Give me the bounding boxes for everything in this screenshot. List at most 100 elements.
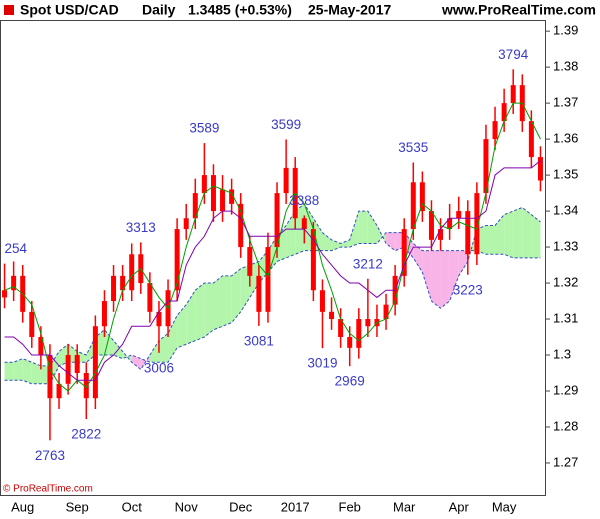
annotation: 2969	[335, 374, 365, 389]
cloud-segment	[413, 243, 423, 273]
x-tick-label: Dec	[229, 499, 253, 514]
chart-title: Spot USD/CAD	[20, 2, 119, 18]
cloud-segment	[495, 214, 505, 255]
cloud-segment	[322, 232, 332, 251]
annotation: 3535	[398, 140, 428, 155]
annotation: 3223	[453, 282, 483, 297]
y-tick-label: 1.36	[553, 131, 578, 146]
indicator-line	[4, 102, 541, 392]
candle-body	[356, 319, 362, 348]
logo	[4, 5, 14, 15]
candle-body	[65, 355, 71, 384]
cloud-segment	[358, 211, 368, 244]
annotation: 3589	[189, 121, 219, 136]
cloud-segment	[331, 239, 341, 251]
cloud-segment	[158, 333, 169, 363]
candle-body	[528, 121, 534, 158]
y-tick-label: 1.33	[553, 239, 578, 254]
x-tick-label: Feb	[339, 499, 361, 514]
candle-body	[238, 203, 244, 248]
cloud-segment	[485, 225, 496, 255]
date: 25-May-2017	[308, 2, 391, 18]
candle-body	[38, 337, 44, 356]
y-tick-label: 1.35	[553, 167, 578, 182]
candle-body	[129, 254, 135, 291]
cloud-segment	[513, 207, 523, 258]
candle-body	[347, 337, 353, 348]
cloud-segment	[431, 250, 441, 309]
cloud-edge	[4, 203, 541, 371]
candle-body	[301, 218, 307, 230]
candle-body	[365, 319, 371, 327]
candle-body	[428, 211, 434, 240]
candle-body	[210, 175, 216, 212]
cloud-segment	[4, 362, 14, 381]
x-tick-label: Sep	[66, 499, 89, 514]
cloud-segment	[367, 211, 377, 244]
candle-body	[156, 311, 162, 327]
y-tick-label: 1.3	[553, 346, 571, 361]
candle-body	[492, 121, 498, 140]
annotation: 3212	[353, 256, 383, 271]
cloud-segment	[349, 211, 359, 248]
candle-body	[2, 290, 8, 298]
annotation: 254	[5, 241, 28, 256]
cloud-segment	[22, 358, 32, 384]
y-tick-label: 1.34	[553, 203, 578, 218]
x-tick-label: Nov	[175, 499, 199, 514]
candle-body	[183, 218, 189, 230]
x-tick-label: 2017	[281, 499, 310, 514]
cloud-segment	[458, 250, 468, 276]
candle-body	[174, 229, 180, 291]
candle-body	[483, 139, 489, 194]
x-tick-label: Mar	[393, 499, 416, 514]
cloud-segment	[149, 340, 159, 363]
cloud-segment	[422, 250, 432, 302]
candle-body	[501, 103, 507, 122]
candle-body	[410, 182, 416, 230]
candle-body	[265, 247, 271, 312]
cloud-segment	[104, 329, 114, 356]
candle-body	[147, 283, 153, 312]
y-tick-label: 1.31	[553, 310, 578, 325]
cloud-segment	[131, 355, 141, 370]
candle-body	[537, 157, 543, 181]
y-tick-label: 1.32	[553, 274, 578, 289]
candle-body	[101, 301, 107, 327]
period: Daily	[142, 2, 176, 18]
annotation: 3019	[307, 356, 337, 371]
x-tick-label: Oct	[122, 499, 143, 514]
cloud-segment	[231, 268, 241, 323]
candle-body	[456, 211, 462, 219]
candle-body	[192, 193, 198, 219]
candle-body	[29, 311, 35, 338]
candle-body	[319, 290, 325, 312]
cloud-segment	[204, 283, 214, 338]
candle-body	[438, 229, 444, 240]
y-tick-label: 1.38	[553, 59, 578, 74]
candle-body	[274, 193, 280, 248]
y-tick-label: 1.37	[553, 95, 578, 110]
candle-body	[338, 319, 344, 338]
candle-body	[419, 182, 425, 212]
candle-body	[201, 175, 207, 194]
candle-body	[310, 229, 316, 291]
source: www.ProRealTime.com	[441, 2, 596, 18]
candle-body	[83, 373, 89, 399]
candle-body	[74, 355, 80, 374]
x-tick-label: Apr	[449, 499, 470, 514]
candle-body	[220, 189, 226, 212]
cloud-edge	[4, 232, 541, 385]
y-tick-label: 1.27	[553, 454, 578, 469]
cloud-segment	[177, 304, 187, 348]
cloud-segment	[440, 250, 450, 309]
annotation: 3794	[498, 47, 529, 62]
candle-body	[401, 229, 407, 276]
cloud-segment	[195, 283, 205, 341]
annotation: 3313	[126, 220, 156, 235]
indicator-line	[4, 160, 541, 381]
candle-body	[447, 218, 453, 230]
cloud-segment	[222, 275, 232, 327]
candle-body	[229, 189, 235, 204]
